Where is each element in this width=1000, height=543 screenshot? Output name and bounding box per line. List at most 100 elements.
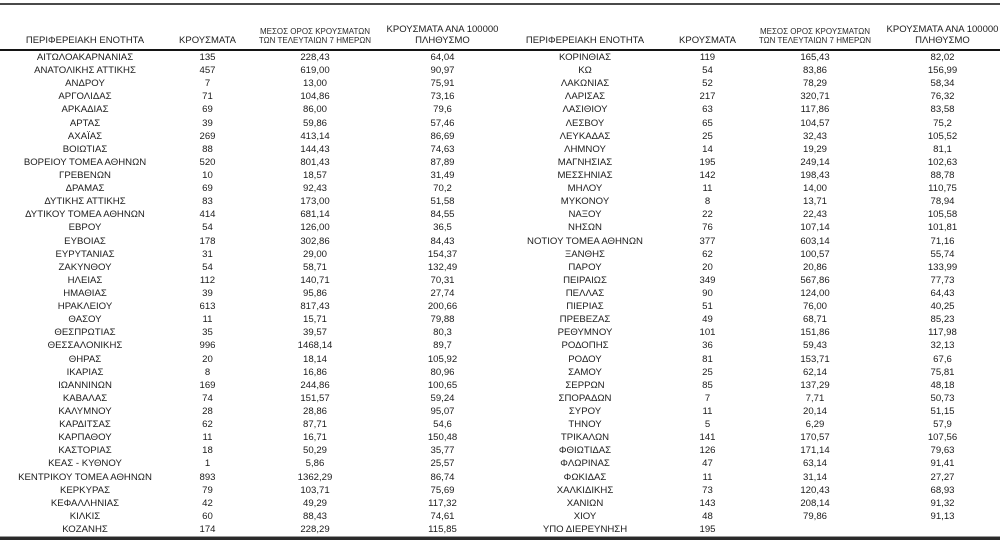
region-name: ΠΕΙΡΑΙΩΣ [563,274,607,286]
cases: 39 [202,288,213,300]
avg-7day: 87,71 [302,419,327,431]
per-100k: 36,5 [433,222,452,234]
region-name: ΑΝΔΡΟΥ [65,78,105,90]
avg-7day: 107,14 [800,222,830,234]
avg-7day: 29,00 [302,248,327,260]
table-row: ΑΡΤΑΣ 39 59,86 57,46 [0,117,500,130]
cases: 996 [199,340,216,352]
cases: 69 [202,183,213,195]
per-100k: 27,74 [430,288,455,300]
table-row: ΛΗΜΝΟΥ 14 19,29 81,1 [500,143,1000,156]
table-row: ΜΥΚΟΝΟΥ 8 13,71 78,94 [500,195,1000,208]
region-name: ΠΑΡΟΥ [568,261,602,273]
cases: 79 [202,484,213,496]
per-100k: 70,2 [433,183,452,195]
region-name: ΘΕΣΠΡΩΤΙΑΣ [54,327,116,339]
col-header-cases: ΚΡΟΥΣΜΑΤΑ [170,5,245,49]
cases: 52 [702,78,713,90]
region-name: ΚΑΒΑΛΑΣ [62,392,108,404]
cases: 18 [202,445,213,457]
avg-7day: 126,00 [300,222,330,234]
cases: 76 [702,222,713,234]
region-name: ΘΗΡΑΣ [68,353,102,365]
left-table-body: ΑΙΤΩΛΟΑΚΑΡΝΑΝΙΑΣ 135 228,43 64,04 ΑΝΑΤΟΛΙΚΗΣ… [0,51,500,536]
cases: 11 [702,471,713,483]
region-name: ΦΘΙΩΤΙΔΑΣ [558,445,612,457]
table-row: ΗΜΑΘΙΑΣ 39 95,86 27,74 [0,287,500,300]
col-header-cases-line1: ΚΡΟΥΣΜΑΤΑ [179,34,236,46]
region-name: ΕΒΡΟΥ [68,222,102,234]
avg-7day: 79,86 [802,510,827,522]
per-100k: 105,92 [427,353,458,365]
avg-7day: 103,71 [300,484,330,496]
table-row: ΣΑΜΟΥ 25 62,14 75,81 [500,366,1000,379]
table-row: ΜΕΣΣΗΝΙΑΣ 142 198,43 88,78 [500,169,1000,182]
per-100k: 31,49 [430,170,455,182]
col-header-per100k-line2: ΠΛΗΘΥΣΜΟ [415,34,470,46]
cases: 65 [702,117,713,129]
avg-7day: 13,00 [302,78,327,90]
table-row: ΙΩΑΝΝΙΝΩΝ 169 244,86 100,65 [0,379,500,392]
region-name: ΑΡΓΟΛΙΔΑΣ [58,91,112,103]
avg-7day: 619,00 [300,65,330,77]
avg-7day: 413,14 [300,130,330,142]
region-name: ΧΑΛΚΙΔΙΚΗΣ [556,484,614,496]
table-row: ΦΛΩΡΙΝΑΣ 47 63,14 91,41 [500,457,1000,470]
per-100k: 117,98 [928,327,957,339]
cases: 51 [702,301,713,313]
region-name: ΚΟΡΙΝΘΙΑΣ [558,52,612,64]
per-100k: 88,78 [930,170,955,182]
cases: 195 [699,523,716,535]
cases: 42 [202,497,213,509]
per-100k: 51,58 [430,196,455,208]
avg-7day: 6,29 [805,419,825,431]
region-name: ΑΧΑΪΑΣ [67,130,103,142]
avg-7day: 18,57 [302,170,327,182]
region-name: ΜΑΓΝΗΣΙΑΣ [557,156,613,168]
per-100k: 75,2 [933,117,952,129]
region-name: ΝΟΤΙΟΥ ΤΟΜΕΑ ΑΘΗΝΩΝ [527,235,643,247]
table-row: ΑΡΓΟΛΙΔΑΣ 71 104,86 73,16 [0,90,500,103]
region-name: ΤΗΝΟΥ [568,419,602,431]
per-100k: 154,37 [427,248,458,260]
avg-7day: 144,43 [300,143,330,155]
cases: 174 [199,523,216,535]
cases: 62 [202,419,213,431]
cases: 69 [202,104,213,116]
col-header-region-line1: ΠΕΡΙΦΕΡΕΙΑΚΗ ΕΝΟΤΗΤΑ [525,34,645,46]
region-name: ΙΩΑΝΝΙΝΩΝ [58,379,112,391]
table-row: ΠΑΡΟΥ 20 20,86 133,99 [500,261,1000,274]
avg-7day: 170,57 [800,432,830,444]
table-row: ΡΟΔΟΠΗΣ 36 59,43 32,13 [500,339,1000,352]
per-100k: 75,91 [430,78,455,90]
cases: 10 [202,170,213,182]
cases: 20 [202,353,213,365]
table-row: ΣΥΡΟΥ 11 20,14 51,15 [500,405,1000,418]
region-name: ΥΠΟ ΔΙΕΡΕΥΝΗΣΗ [542,523,628,535]
per-100k: 73,16 [430,91,455,103]
region-name: ΦΛΩΡΙΝΑΣ [560,458,610,470]
per-100k: 27,27 [930,471,955,483]
cases: 62 [702,248,713,260]
per-100k: 79,63 [930,445,955,457]
cases: 60 [202,510,213,522]
per-100k: 80,3 [433,327,452,339]
per-100k: 68,93 [930,484,955,496]
avg-7day: 137,29 [800,379,830,391]
avg-7day: 88,43 [302,510,327,522]
table-row: ΚΑΡΔΙΤΣΑΣ 62 87,71 54,6 [0,418,500,431]
region-name: ΛΗΜΝΟΥ [564,143,606,155]
cases: 893 [199,471,216,483]
avg-7day: 78,29 [802,78,827,90]
per-100k: 132,49 [427,261,458,273]
cases: 178 [199,235,216,247]
region-name: ΜΕΣΣΗΝΙΑΣ [557,170,613,182]
avg-7day: 49,29 [302,497,327,509]
per-100k: 156,99 [927,65,958,77]
region-name: ΚΕΑΣ - ΚΥΘΝΟΥ [48,458,122,470]
table-row: ΔΡΑΜΑΣ 69 92,43 70,2 [0,182,500,195]
region-name: ΘΕΣΣΑΛΟΝΙΚΗΣ [47,340,123,352]
per-100k: 91,41 [930,458,955,470]
avg-7day: 151,86 [800,327,830,339]
per-100k: 133,99 [927,261,958,273]
